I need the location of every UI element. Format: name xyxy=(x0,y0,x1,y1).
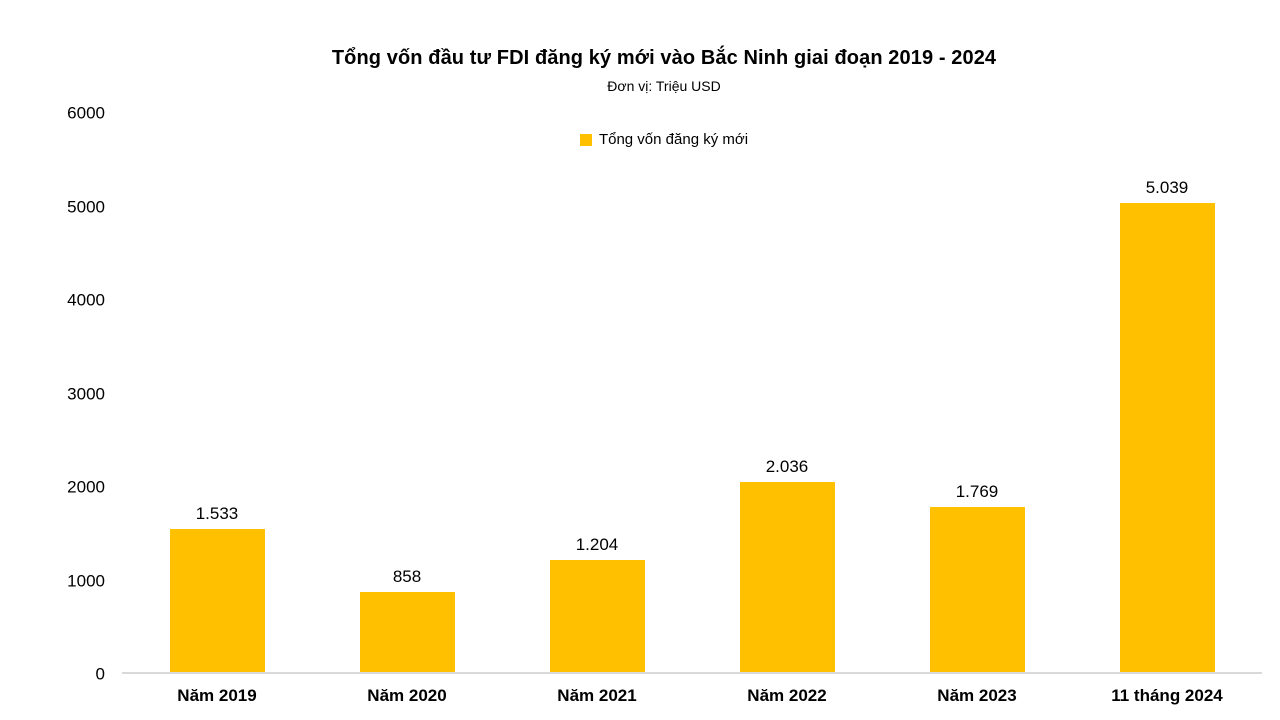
legend-swatch-icon xyxy=(579,133,592,146)
bar xyxy=(1119,202,1215,672)
bar-group: 1.204 xyxy=(549,113,645,672)
y-axis-tick: 3000 xyxy=(67,384,105,403)
bar-slot: 1.769 xyxy=(882,113,1072,672)
bar-slot: 1.533 xyxy=(122,113,312,672)
bar-group: 2.036 xyxy=(739,113,835,672)
bar xyxy=(929,507,1025,672)
bar-value-label: 1.533 xyxy=(195,504,239,524)
bar-value-label: 5.039 xyxy=(1145,177,1189,197)
bar-value-label: 2.036 xyxy=(765,457,809,477)
y-axis-tick: 0 xyxy=(95,664,105,684)
x-axis-label: Năm 2021 xyxy=(557,686,637,705)
x-axis-label: 11 tháng 2024 xyxy=(1111,686,1223,705)
chart-title: Tổng vốn đầu tư FDI đăng ký mới vào Bắc … xyxy=(331,47,997,69)
bar-group: 858 xyxy=(359,113,455,672)
bar-group: 1.769 xyxy=(929,113,1025,672)
bar xyxy=(359,592,455,672)
x-axis: Năm 2019 Năm 2020 Năm 2021 Năm 2022 Năm 2023… xyxy=(122,686,1262,712)
bar xyxy=(739,482,835,672)
y-axis: 0 1000 2000 3000 4000 5000 6000 xyxy=(0,105,105,683)
x-axis-label: Năm 2023 xyxy=(937,686,1017,705)
bar-value-label: 858 xyxy=(392,567,422,587)
y-axis-tick: 2000 xyxy=(67,477,105,497)
x-axis-label: Năm 2020 xyxy=(367,686,447,705)
x-axis-label: Năm 2019 xyxy=(177,686,257,705)
bar-value-label: 1.769 xyxy=(955,482,999,502)
y-axis-tick: 6000 xyxy=(67,103,105,123)
chart-subtitle: Đơn vị: Triệu USD xyxy=(607,78,721,94)
bar xyxy=(549,559,645,672)
y-axis-tick: 1000 xyxy=(67,571,105,590)
bar-slot: 1.204 xyxy=(502,113,692,672)
bar-slot: 2.036 xyxy=(692,113,882,672)
bar-group: 5.039 xyxy=(1119,113,1215,672)
bar-slot: 858 xyxy=(312,113,502,672)
y-axis-tick: 5000 xyxy=(67,197,105,216)
x-axis-label: Năm 2022 xyxy=(747,686,827,705)
bar-series: 1.533 858 1.204 2.036 1.769 5.039 xyxy=(122,113,1262,672)
bar-slot: 5.039 xyxy=(1072,113,1262,672)
bar-value-label: 1.204 xyxy=(575,534,619,554)
legend-label: Tổng vốn đăng ký mới xyxy=(598,131,749,148)
chart-legend: Tổng vốn đăng ký mới xyxy=(60,131,1268,148)
y-axis-tick: 4000 xyxy=(67,290,105,310)
bar xyxy=(169,529,265,672)
bar-group: 1.533 xyxy=(169,113,265,672)
plot-area: 1.533 858 1.204 2.036 1.769 5.039 xyxy=(122,113,1262,674)
